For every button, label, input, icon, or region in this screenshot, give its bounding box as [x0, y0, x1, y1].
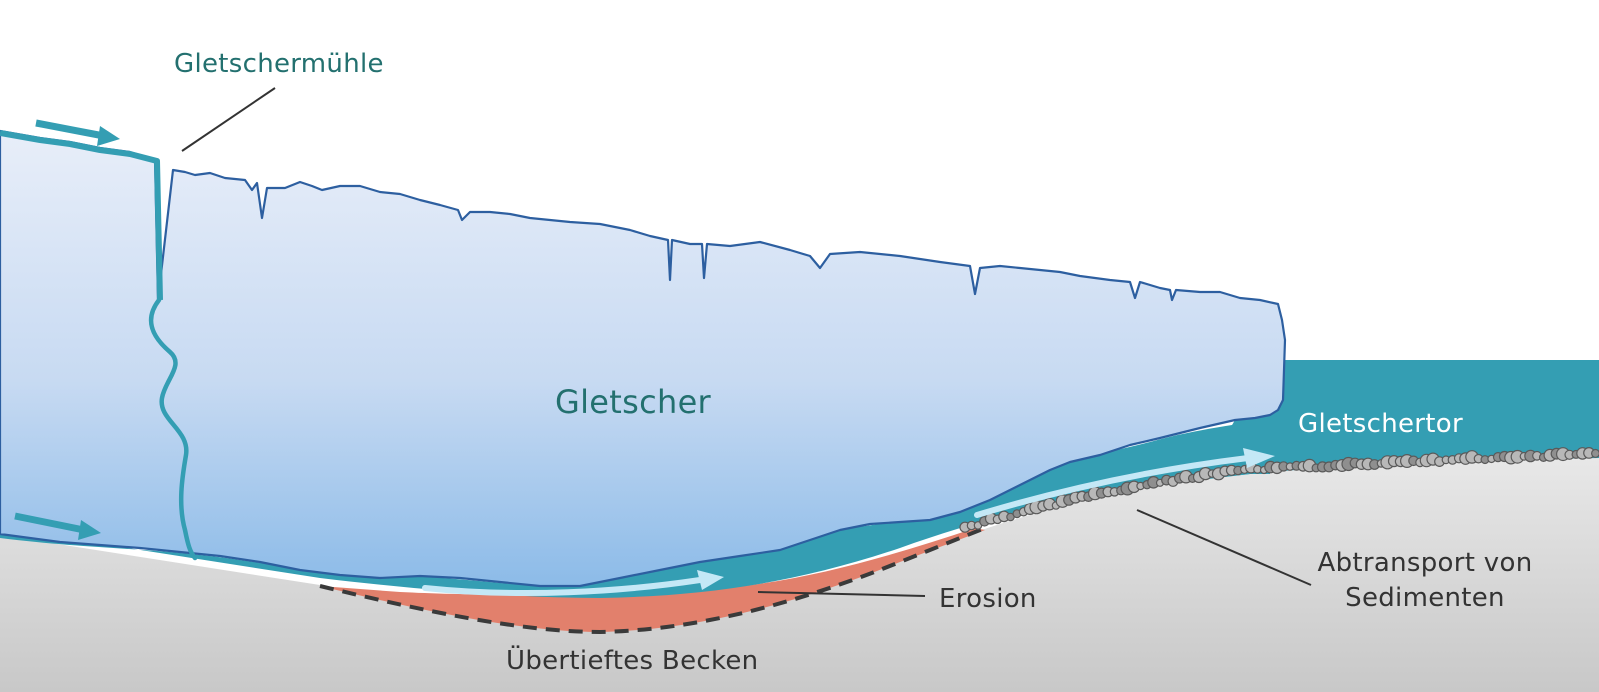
- glacier-ice: [0, 129, 1287, 588]
- basal-flow-arrow-left: [14, 512, 101, 540]
- label-moulin: Gletschermühle: [174, 49, 384, 79]
- subglacial-flow-arrow-portal: [974, 448, 1275, 518]
- label-glacier: Gletscher: [555, 383, 712, 421]
- surface-flow-arrow-top: [35, 119, 120, 146]
- surface-meltwater-stream: [0, 130, 163, 301]
- sediment-leader-line: [1136, 509, 1312, 586]
- subglacial-water: [0, 418, 1270, 598]
- subglacial-flow-arrow-basin: [422, 570, 724, 597]
- label-sediment-transport-line2: Sedimenten: [1345, 583, 1505, 613]
- proglacial-water: [1200, 360, 1599, 480]
- label-sediment-transport-line1: Abtransport von: [1318, 548, 1533, 578]
- bedrock-ground: [0, 456, 1599, 692]
- label-overdeepened-basin: Übertieftes Becken: [506, 644, 758, 676]
- moulin-shaft: [148, 297, 198, 561]
- label-erosion: Erosion: [939, 584, 1037, 614]
- erosion-layer: [320, 528, 985, 632]
- original-bed-dashed-line: [319, 526, 986, 635]
- moulin-leader-line: [181, 87, 276, 152]
- erosion-leader-line: [757, 591, 926, 597]
- sediment-pebbles: [959, 447, 1599, 533]
- label-glacier-portal: Gletschertor: [1298, 409, 1463, 439]
